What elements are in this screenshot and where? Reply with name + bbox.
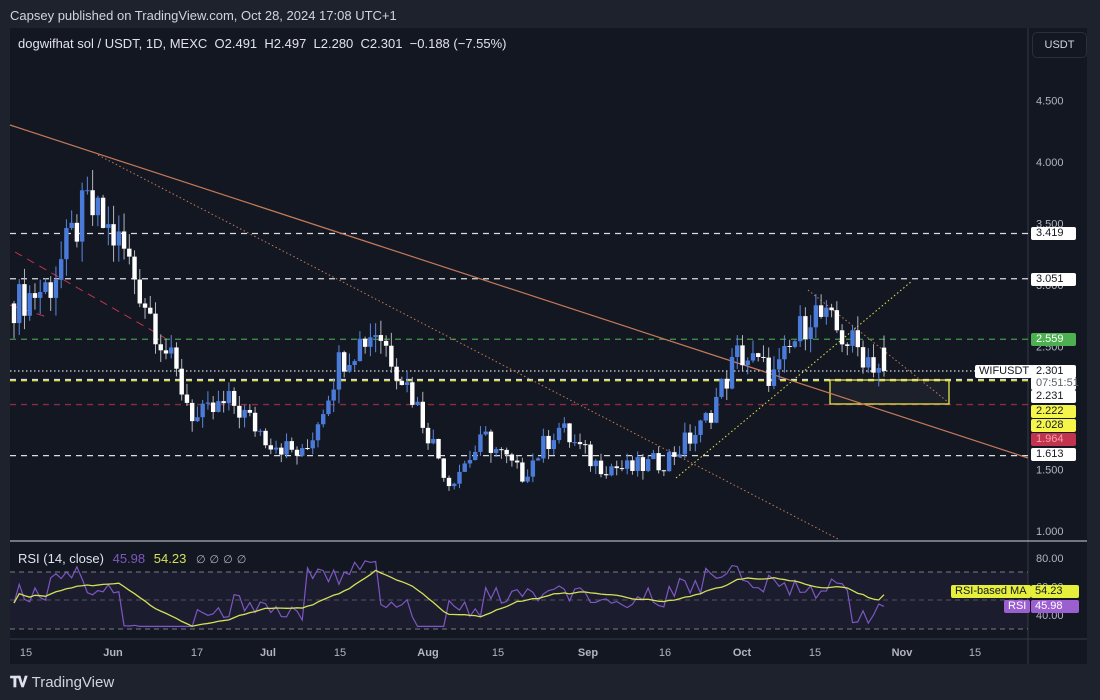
tradingview-mark-icon: 𝐓𝐕: [10, 674, 28, 691]
publisher-line: Capsey published on TradingView.com, Oct…: [10, 8, 397, 23]
time-tick: Oct: [733, 647, 752, 659]
rsi-value: 45.98: [112, 551, 146, 566]
tradingview-wordmark: TradingView: [31, 674, 115, 691]
price-axis-label: 2.559: [1031, 333, 1076, 346]
time-tick: Jul: [260, 647, 276, 659]
rsi-tick: 80.00: [1036, 553, 1064, 565]
short-dotted-trendline[interactable]: [807, 289, 949, 403]
price-axis-label: 3.419: [1031, 227, 1076, 240]
price-axis-label: 2.301: [1031, 365, 1076, 378]
time-tick: Sep: [578, 647, 598, 659]
time-tick: Nov: [892, 647, 914, 659]
descending-trendline[interactable]: [9, 124, 1029, 459]
rsi-ma-axis-label: 54.23: [1031, 585, 1079, 598]
price-tick: 4.000: [1036, 157, 1064, 169]
tradingview-logo[interactable]: 𝐓𝐕 TradingView: [10, 674, 114, 691]
price-tick: 1.000: [1036, 526, 1064, 538]
rsi-ma-tag-label: RSI-based MA: [955, 585, 1027, 597]
chart-frame: [10, 28, 1087, 664]
rsi-ma-line: [13, 569, 885, 627]
dotted-trendline[interactable]: [97, 154, 841, 541]
time-tick: 15: [809, 647, 821, 659]
rsi-ma-value: 54.23: [153, 551, 187, 566]
price-axis-label: 07:51:51: [1031, 377, 1079, 390]
rsi-tag-label: RSI: [1008, 600, 1027, 612]
ascending-trendline[interactable]: [675, 280, 913, 479]
trendlines[interactable]: [9, 124, 1029, 541]
time-tick: 15: [492, 647, 504, 659]
rsi-title: RSI (14, close): [18, 551, 104, 566]
rsi-tag: RSI: [1004, 600, 1031, 613]
price-axis-label: 3.051: [1031, 273, 1076, 286]
time-tick: 16: [659, 647, 671, 659]
price-axis-label: 1.613: [1031, 448, 1076, 461]
empty-values: ∅∅∅∅: [195, 554, 251, 566]
rsi-tick: 40.00: [1036, 610, 1064, 622]
price-tick: 1.500: [1036, 465, 1064, 477]
time-tick: 15: [334, 647, 346, 659]
time-tick: 15: [20, 647, 32, 659]
price-axis-ticks: 4.5004.0003.5003.0002.5001.5001.00080.00…: [1036, 96, 1064, 623]
symbol-tag: WIFUSDT: [975, 365, 1034, 378]
time-tick: 17: [191, 647, 203, 659]
rsi-line: [13, 560, 885, 628]
rsi-axis-label: 45.98: [1031, 600, 1079, 613]
candles: [11, 170, 887, 491]
rsi-legend[interactable]: RSI (14, close) 45.98 54.23 ∅∅∅∅: [18, 551, 250, 566]
symbol-legend[interactable]: dogwifhat sol / USDT, 1D, MEXC O2.491 H2…: [18, 36, 507, 51]
time-tick: 15: [969, 647, 981, 659]
time-tick: Jun: [103, 647, 123, 659]
support-box[interactable]: [829, 379, 950, 405]
price-axis-label: 2.222: [1031, 405, 1076, 418]
price-axis-label: 2.028: [1031, 419, 1076, 432]
currency-unit-button[interactable]: USDT: [1032, 32, 1087, 58]
time-tick: Aug: [417, 647, 438, 659]
price-axis-label: 2.231: [1031, 390, 1076, 403]
rsi-ma-tag: RSI-based MA: [951, 585, 1031, 598]
rsi-lines: [13, 560, 885, 628]
price-tick: 4.500: [1036, 96, 1064, 108]
time-axis-ticks: 15 Jun 17 Jul 15 Aug 15 Sep 16 Oct 15 Nov 15: [20, 647, 981, 659]
price-axis-label: 1.964: [1031, 433, 1076, 446]
red-channel-line[interactable]: [14, 251, 166, 339]
